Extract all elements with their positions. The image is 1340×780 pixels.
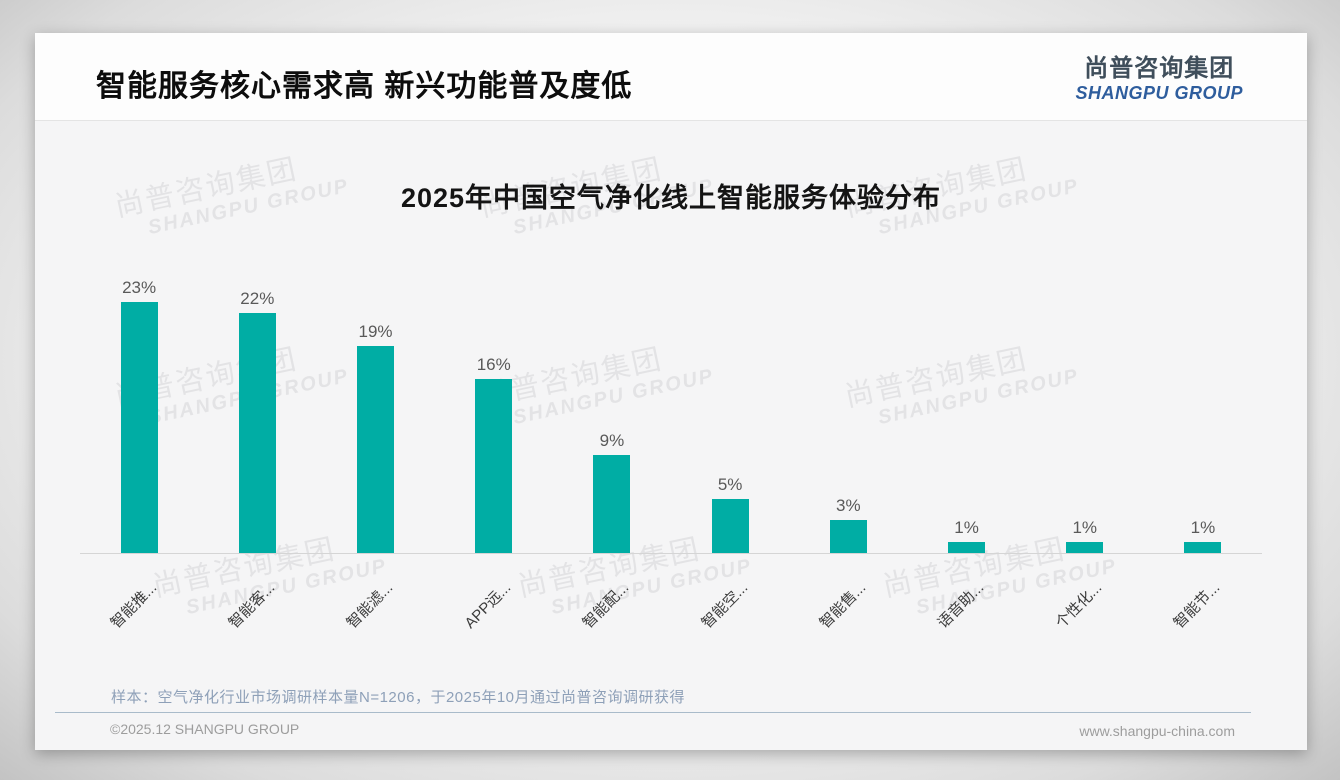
- bar-value-label: 22%: [240, 289, 275, 309]
- x-axis-label: APP远...: [461, 579, 515, 632]
- bar-slot: 23%: [80, 278, 198, 553]
- shangpu-logo: 尚普咨询集团 SHANGPU GROUP: [1075, 55, 1243, 103]
- bar: [120, 302, 158, 553]
- x-axis-labels-row: 智能推... 智能客... 智能滤... APP远... 智能配... 智能空... 智能售…: [80, 560, 1262, 670]
- bar: [829, 520, 867, 553]
- sample-note: 样本：空气净化行业市场调研样本量N=1206，于2025年10月通过尚普咨询调研…: [111, 689, 686, 706]
- x-axis-label: 个性化...: [1052, 579, 1106, 632]
- bar-value-label: 9%: [599, 430, 625, 450]
- bar: [238, 313, 276, 553]
- x-axis-label: 语音助...: [934, 579, 988, 632]
- bar: [1184, 542, 1222, 553]
- slide-card: 尚普咨询集团 SHANGPU GROUP 尚普咨询集团 SHANGPU GROUP 尚普…: [35, 33, 1307, 750]
- x-slot: APP远...: [435, 560, 553, 670]
- bar-value-label: 19%: [358, 321, 393, 341]
- x-axis-label: 智能推...: [107, 579, 160, 632]
- x-axis-label: 智能空...: [698, 579, 751, 632]
- logo-chinese-text: 尚普咨询集团: [1084, 55, 1235, 82]
- bar-slot: 1%: [1026, 518, 1144, 553]
- x-axis-label: 智能滤...: [343, 579, 397, 632]
- x-slot: 智能配...: [553, 560, 671, 670]
- x-axis-label: 智能配...: [579, 579, 633, 632]
- bar: [475, 378, 513, 553]
- bar: [948, 542, 986, 553]
- page-title: 智能服务核心需求高 新兴功能普及度低: [96, 70, 633, 103]
- bar-slot: 1%: [1144, 518, 1262, 553]
- x-slot: 智能空...: [671, 560, 789, 670]
- bar-slot: 3%: [789, 496, 907, 553]
- bar-slot: 5%: [671, 474, 789, 553]
- x-slot: 个性化...: [1026, 560, 1144, 670]
- bar-slot: 9%: [553, 431, 671, 553]
- bar: [1066, 542, 1104, 553]
- slide-header: 智能服务核心需求高 新兴功能普及度低 尚普咨询集团 SHANGPU GROUP: [35, 33, 1307, 121]
- bar-value-label: 1%: [1072, 518, 1098, 538]
- x-slot: 智能节...: [1144, 560, 1262, 670]
- footer-divider: [55, 712, 1251, 713]
- website-text: www.shangpu-china.com: [1079, 723, 1235, 739]
- bar-value-label: 1%: [1190, 518, 1216, 538]
- x-axis-label: 智能售...: [816, 579, 870, 632]
- x-slot: 智能滤...: [316, 560, 434, 670]
- bar: [711, 498, 749, 553]
- chart-title: 2025年中国空气净化线上智能服务体验分布: [400, 183, 942, 213]
- x-slot: 语音助...: [907, 560, 1025, 670]
- bar-slot: 16%: [435, 355, 553, 553]
- x-axis-label: 智能节...: [1170, 579, 1224, 632]
- bar-value-label: 16%: [476, 354, 511, 374]
- bar-value-label: 3%: [836, 496, 861, 516]
- bar: [357, 345, 394, 553]
- x-axis-line: [80, 553, 1262, 554]
- bar-value-label: 23%: [122, 278, 157, 298]
- bar: [593, 454, 631, 553]
- bar-slot: 19%: [316, 322, 434, 553]
- bar-value-label: 1%: [954, 518, 979, 538]
- x-axis-label: 智能客...: [225, 579, 279, 632]
- x-slot: 智能客...: [198, 560, 316, 670]
- copyright-text: ©2025.12 SHANGPU GROUP: [110, 721, 300, 737]
- bar-slot: 1%: [907, 518, 1025, 553]
- bar-chart-plot-area: 23% 22% 19% 16% 9% 5% 3% 1% 1% 1%: [80, 261, 1262, 553]
- x-slot: 智能推...: [80, 560, 198, 670]
- x-slot: 智能售...: [789, 560, 907, 670]
- bar-value-label: 5%: [717, 474, 743, 494]
- bar-slot: 22%: [198, 289, 316, 553]
- logo-english-text: SHANGPU GROUP: [1075, 82, 1243, 103]
